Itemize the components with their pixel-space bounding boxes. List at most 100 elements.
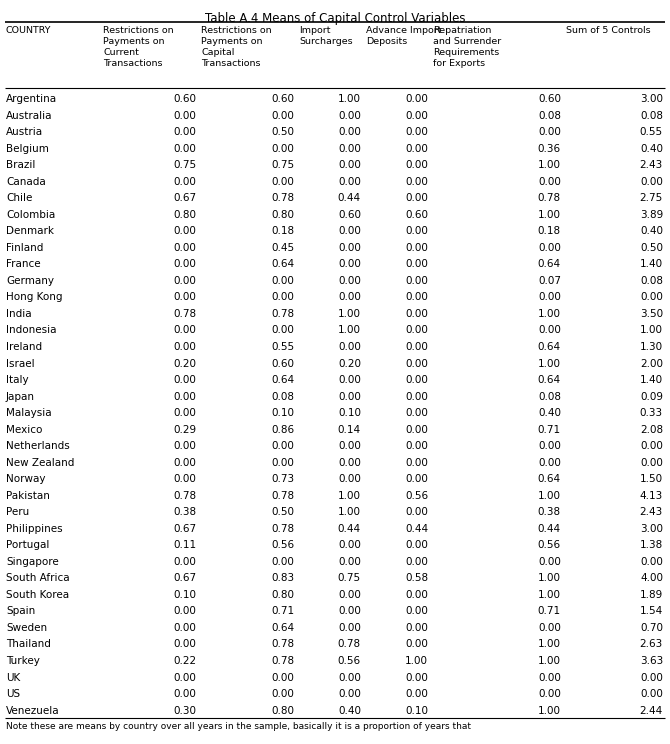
Text: 0.00: 0.00	[640, 689, 663, 699]
Text: 0.00: 0.00	[173, 243, 196, 253]
Text: 0.10: 0.10	[271, 408, 294, 418]
Text: 0.00: 0.00	[173, 623, 196, 633]
Text: 3.00: 3.00	[640, 524, 663, 533]
Text: 0.00: 0.00	[173, 276, 196, 286]
Text: 0.00: 0.00	[173, 441, 196, 451]
Text: 0.00: 0.00	[271, 441, 294, 451]
Text: 0.00: 0.00	[338, 276, 361, 286]
Text: 0.00: 0.00	[271, 689, 294, 699]
Text: 1.00: 1.00	[538, 359, 561, 368]
Text: 2.00: 2.00	[640, 359, 663, 368]
Text: Argentina: Argentina	[6, 94, 57, 104]
Text: 0.80: 0.80	[173, 210, 196, 219]
Text: 1.54: 1.54	[640, 606, 663, 617]
Text: 0.80: 0.80	[271, 210, 294, 219]
Text: 0.18: 0.18	[538, 226, 561, 237]
Text: 1.00: 1.00	[338, 491, 361, 501]
Text: 1.00: 1.00	[338, 325, 361, 336]
Text: Portugal: Portugal	[6, 540, 50, 551]
Text: 0.00: 0.00	[271, 177, 294, 187]
Text: 0.60: 0.60	[271, 359, 294, 368]
Text: 1.00: 1.00	[538, 210, 561, 219]
Text: 0.71: 0.71	[271, 606, 294, 617]
Text: Belgium: Belgium	[6, 144, 49, 154]
Text: 0.00: 0.00	[405, 375, 428, 385]
Text: Philippines: Philippines	[6, 524, 62, 533]
Text: 0.78: 0.78	[538, 193, 561, 203]
Text: 1.38: 1.38	[640, 540, 663, 551]
Text: 0.00: 0.00	[338, 111, 361, 121]
Text: 1.89: 1.89	[640, 590, 663, 600]
Text: 1.00: 1.00	[538, 705, 561, 716]
Text: 0.64: 0.64	[271, 375, 294, 385]
Text: 0.00: 0.00	[405, 243, 428, 253]
Text: 0.73: 0.73	[271, 474, 294, 484]
Text: 0.00: 0.00	[538, 243, 561, 253]
Text: 0.00: 0.00	[173, 557, 196, 567]
Text: 0.18: 0.18	[271, 226, 294, 237]
Text: Note these are means by country over all years in the sample, basically it is a : Note these are means by country over all…	[6, 722, 471, 731]
Text: Italy: Italy	[6, 375, 29, 385]
Text: 0.00: 0.00	[173, 144, 196, 154]
Text: 0.78: 0.78	[271, 656, 294, 666]
Text: 0.00: 0.00	[405, 325, 428, 336]
Text: 0.80: 0.80	[271, 705, 294, 716]
Text: 0.44: 0.44	[338, 524, 361, 533]
Text: 0.40: 0.40	[640, 144, 663, 154]
Text: 0.00: 0.00	[538, 177, 561, 187]
Text: South Africa: South Africa	[6, 574, 70, 583]
Text: 0.00: 0.00	[173, 408, 196, 418]
Text: 0.00: 0.00	[338, 391, 361, 402]
Text: 0.50: 0.50	[271, 507, 294, 517]
Text: Israel: Israel	[6, 359, 35, 368]
Text: 0.10: 0.10	[173, 590, 196, 600]
Text: Table A.4 Means of Capital Control Variables: Table A.4 Means of Capital Control Varia…	[205, 12, 465, 25]
Text: 0.78: 0.78	[173, 491, 196, 501]
Text: 0.00: 0.00	[538, 557, 561, 567]
Text: 4.13: 4.13	[640, 491, 663, 501]
Text: 0.00: 0.00	[538, 623, 561, 633]
Text: 0.00: 0.00	[271, 458, 294, 468]
Text: 0.78: 0.78	[271, 309, 294, 319]
Text: Sweden: Sweden	[6, 623, 47, 633]
Text: Turkey: Turkey	[6, 656, 40, 666]
Text: 0.50: 0.50	[271, 127, 294, 137]
Text: 0.00: 0.00	[173, 111, 196, 121]
Text: 0.44: 0.44	[405, 524, 428, 533]
Text: 1.00: 1.00	[538, 491, 561, 501]
Text: 1.00: 1.00	[538, 309, 561, 319]
Text: 0.00: 0.00	[405, 226, 428, 237]
Text: 1.00: 1.00	[538, 160, 561, 170]
Text: 0.00: 0.00	[338, 177, 361, 187]
Text: 0.00: 0.00	[405, 342, 428, 352]
Text: 1.50: 1.50	[640, 474, 663, 484]
Text: 0.00: 0.00	[405, 474, 428, 484]
Text: 1.40: 1.40	[640, 260, 663, 269]
Text: 0.00: 0.00	[271, 111, 294, 121]
Text: 0.44: 0.44	[338, 193, 361, 203]
Text: 3.50: 3.50	[640, 309, 663, 319]
Text: Malaysia: Malaysia	[6, 408, 52, 418]
Text: 0.00: 0.00	[173, 391, 196, 402]
Text: 3.89: 3.89	[640, 210, 663, 219]
Text: 0.00: 0.00	[338, 557, 361, 567]
Text: 0.07: 0.07	[538, 276, 561, 286]
Text: 0.40: 0.40	[338, 705, 361, 716]
Text: 0.10: 0.10	[405, 705, 428, 716]
Text: 0.00: 0.00	[271, 557, 294, 567]
Text: 0.00: 0.00	[405, 127, 428, 137]
Text: 0.00: 0.00	[405, 540, 428, 551]
Text: 0.78: 0.78	[173, 309, 196, 319]
Text: 0.08: 0.08	[640, 276, 663, 286]
Text: Repatriation
and Surrender
Requirements
for Exports: Repatriation and Surrender Requirements …	[433, 26, 501, 68]
Text: 0.00: 0.00	[405, 590, 428, 600]
Text: 0.40: 0.40	[538, 408, 561, 418]
Text: 0.56: 0.56	[338, 656, 361, 666]
Text: 0.08: 0.08	[271, 391, 294, 402]
Text: Japan: Japan	[6, 391, 35, 402]
Text: UK: UK	[6, 673, 20, 682]
Text: 0.00: 0.00	[271, 292, 294, 302]
Text: 0.00: 0.00	[338, 375, 361, 385]
Text: 0.00: 0.00	[405, 408, 428, 418]
Text: US: US	[6, 689, 20, 699]
